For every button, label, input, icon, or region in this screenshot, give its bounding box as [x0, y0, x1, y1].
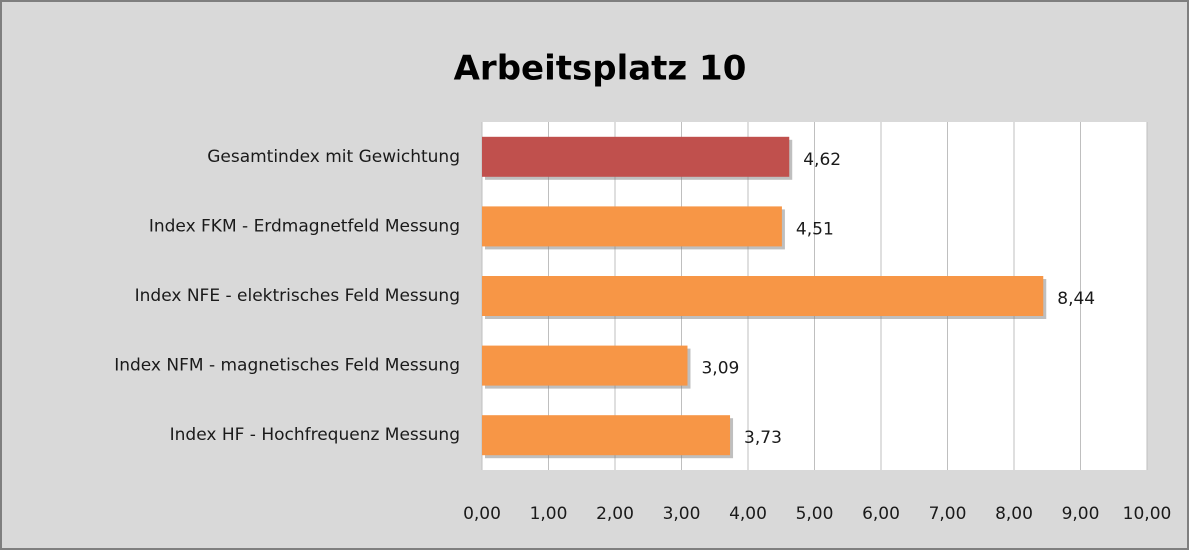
- bar: [482, 345, 688, 386]
- bar: [482, 415, 731, 456]
- y-tick-label: Index NFM - magnetisches Feld Messung: [114, 356, 460, 376]
- x-tick-label: 6,00: [862, 504, 900, 524]
- y-tick-label: Index HF - Hochfrequenz Messung: [170, 425, 460, 445]
- y-tick-label: Index NFE - elektrisches Feld Messung: [135, 286, 460, 306]
- x-tick-label: 0,00: [463, 504, 501, 524]
- x-tick-label: 2,00: [596, 504, 634, 524]
- x-tick-label: 1,00: [530, 504, 568, 524]
- data-label: 4,62: [803, 150, 841, 170]
- bar: [482, 136, 790, 177]
- x-tick-label: 8,00: [995, 504, 1033, 524]
- bar: [482, 206, 782, 247]
- x-tick-label: 9,00: [1062, 504, 1100, 524]
- x-tick-label: 4,00: [729, 504, 767, 524]
- x-tick-label: 3,00: [663, 504, 701, 524]
- data-label: 8,44: [1057, 289, 1095, 309]
- bar: [482, 276, 1044, 316]
- chart-title: Arbeitsplatz 10: [454, 49, 747, 89]
- data-label: 4,51: [796, 219, 834, 239]
- y-tick-label: Gesamtindex mit Gewichtung: [207, 147, 460, 167]
- y-tick-label: Index FKM - Erdmagnetfeld Messung: [149, 216, 460, 236]
- x-tick-label: 10,00: [1123, 504, 1172, 524]
- data-label: 3,09: [701, 359, 739, 379]
- x-tick-label: 5,00: [796, 504, 834, 524]
- x-tick-label: 7,00: [929, 504, 967, 524]
- data-label: 3,73: [744, 428, 782, 448]
